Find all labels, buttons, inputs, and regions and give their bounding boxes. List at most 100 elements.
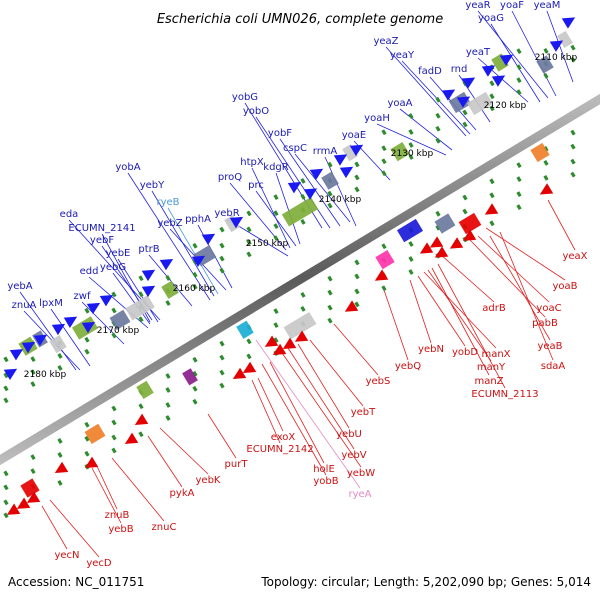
minus-strand-arrow — [344, 300, 359, 312]
leader-line — [439, 253, 495, 303]
leader-line — [159, 427, 209, 475]
minus-strand-arrow — [16, 497, 31, 509]
leader-line — [261, 363, 327, 476]
kbp-label: 2110 kbp — [535, 53, 578, 63]
tick-mark — [354, 186, 360, 193]
gene-label: ryeB — [156, 197, 179, 208]
tick-mark — [219, 255, 225, 262]
plus-feature-block — [557, 30, 573, 49]
tick-mark — [273, 194, 279, 201]
tick-mark — [327, 289, 333, 296]
tick-mark — [84, 450, 90, 457]
minus-strand-arrow — [484, 203, 499, 215]
tick-mark — [57, 452, 63, 458]
tick-mark — [219, 242, 225, 249]
leader-line — [207, 413, 237, 459]
tick-mark — [381, 129, 387, 136]
plus-strand-arrow — [33, 334, 48, 346]
tick-mark — [219, 226, 225, 233]
leader-line — [257, 377, 284, 432]
plus-feature-block — [125, 295, 155, 321]
tick-mark — [300, 178, 306, 184]
tick-mark — [111, 419, 117, 426]
tick-mark — [570, 56, 576, 63]
gene-label: yobB — [313, 476, 338, 487]
leader-line — [490, 23, 541, 103]
tick-mark — [246, 353, 252, 360]
leader-line — [294, 153, 351, 223]
tick-mark — [138, 291, 144, 298]
tick-mark — [165, 402, 171, 408]
gene-label: yeaX — [562, 251, 587, 262]
minus-strand-arrow — [272, 343, 287, 356]
tick-mark — [30, 468, 36, 475]
gene-label: znuC — [152, 522, 177, 533]
tick-mark — [408, 241, 414, 247]
tick-mark — [138, 275, 144, 282]
leader-line — [477, 235, 550, 303]
gene-label: manX — [481, 349, 510, 360]
tick-mark — [489, 192, 495, 199]
gene-label: yebS — [366, 376, 391, 387]
leader-line — [376, 123, 447, 156]
tick-mark — [111, 291, 117, 298]
plus-strand-arrow — [549, 40, 564, 52]
tick-mark — [354, 273, 360, 280]
leader-line — [81, 301, 125, 345]
leader-line — [147, 435, 183, 488]
leader-line — [279, 138, 341, 227]
gene-label: yebU — [336, 429, 362, 440]
tick-mark — [543, 72, 549, 79]
tick-mark — [381, 170, 387, 177]
gene-label: yebR — [214, 208, 239, 219]
gene-label: yoaG — [478, 13, 504, 24]
gene-label: yoaH — [364, 113, 390, 124]
gene-label: yebZ — [157, 218, 182, 229]
kbp-label: 2160 kbp — [173, 284, 216, 294]
gene-label: ryeA — [348, 489, 371, 500]
feature-tracks — [3, 17, 576, 515]
gene-label: yebV — [341, 450, 366, 461]
leader-line — [399, 108, 453, 151]
tick-mark — [111, 434, 117, 441]
tick-mark — [246, 251, 252, 258]
tick-mark — [3, 385, 9, 392]
minus-strand-arrow — [539, 183, 554, 195]
tick-mark — [435, 112, 441, 119]
tick-mark — [111, 307, 117, 314]
kbp-label: 2150 kbp — [246, 239, 289, 249]
plus-feature-block — [281, 196, 319, 227]
gene-label: fadD — [418, 66, 442, 77]
plus-feature-block — [342, 144, 358, 162]
gene-label: yobA — [115, 162, 140, 173]
tick-mark — [381, 243, 387, 250]
tick-mark — [435, 210, 441, 217]
leader-line — [477, 10, 549, 99]
minus-feature-block — [530, 142, 550, 163]
gene-label: kdgR — [263, 162, 288, 173]
gene-label: yeaR — [465, 0, 490, 11]
leader-line — [385, 46, 467, 137]
tick-mark — [192, 242, 198, 249]
leader-line — [50, 308, 91, 367]
leader-line — [485, 227, 566, 281]
minus-strand-arrow — [232, 367, 247, 380]
plus-feature-block — [390, 141, 410, 162]
tick-mark — [30, 369, 36, 376]
minus-strand-arrow — [449, 237, 464, 249]
leader-line — [269, 361, 325, 464]
gene-label: yobG — [232, 92, 258, 103]
tick-mark — [84, 421, 90, 428]
tick-mark — [570, 44, 576, 51]
plus-strand-arrow — [229, 216, 244, 229]
tick-mark — [408, 113, 414, 119]
gene-label: htpX — [240, 157, 264, 168]
tick-mark — [111, 447, 117, 454]
minus-strand-arrow — [462, 229, 477, 241]
tick-mark — [192, 271, 198, 278]
gene-label: yebE — [106, 248, 131, 259]
plus-feature-block — [109, 309, 131, 331]
gene-label: pabB — [532, 318, 558, 329]
leader-line — [427, 269, 492, 362]
